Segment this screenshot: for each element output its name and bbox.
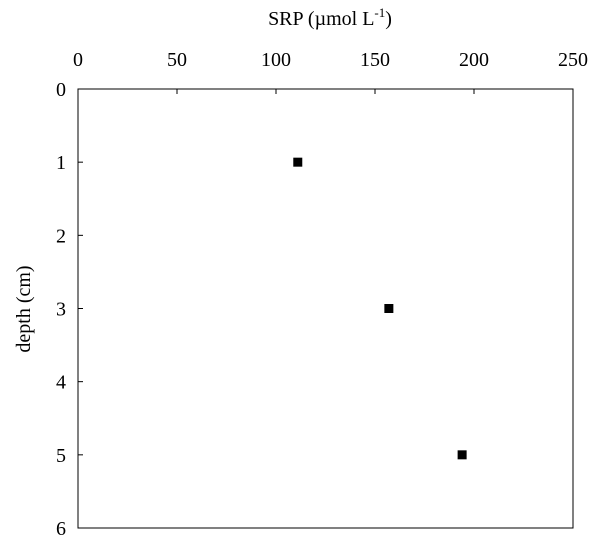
data-point-square — [457, 450, 467, 460]
x-tick-label: 200 — [459, 49, 489, 71]
x-tick-label: 50 — [167, 49, 187, 71]
x-axis-title-main: SRP (µmol L — [268, 8, 374, 30]
y-tick-label: 2 — [56, 225, 66, 247]
x-tick-label: 250 — [558, 49, 588, 71]
data-point-square — [384, 304, 394, 313]
y-tick-label: 5 — [56, 445, 66, 467]
x-axis-title-suffix: ) — [385, 8, 392, 30]
svg-text:SRP (µmol L-1): SRP (µmol L-1) — [268, 5, 392, 30]
x-tick-label: 0 — [73, 49, 83, 71]
y-axis-title: depth (cm) — [13, 265, 35, 352]
data-point-square — [293, 157, 303, 167]
x-axis: 0 50 100 150 200 250 — [73, 49, 588, 94]
y-tick-label: 0 — [56, 79, 66, 101]
x-axis-title-superscript: -1 — [374, 5, 385, 20]
y-tick-label: 6 — [56, 518, 66, 536]
y-tick-label: 1 — [56, 152, 66, 174]
x-tick-label: 150 — [360, 49, 390, 71]
y-axis: 0 1 2 3 4 5 6 — [56, 79, 83, 536]
y-tick-label: 3 — [56, 299, 66, 321]
data-points — [293, 157, 467, 460]
x-tick-label: 100 — [261, 49, 291, 71]
plot-frame — [77, 88, 574, 529]
y-tick-label: 4 — [56, 372, 66, 394]
x-axis-title: SRP (µmol L-1) — [268, 5, 392, 30]
